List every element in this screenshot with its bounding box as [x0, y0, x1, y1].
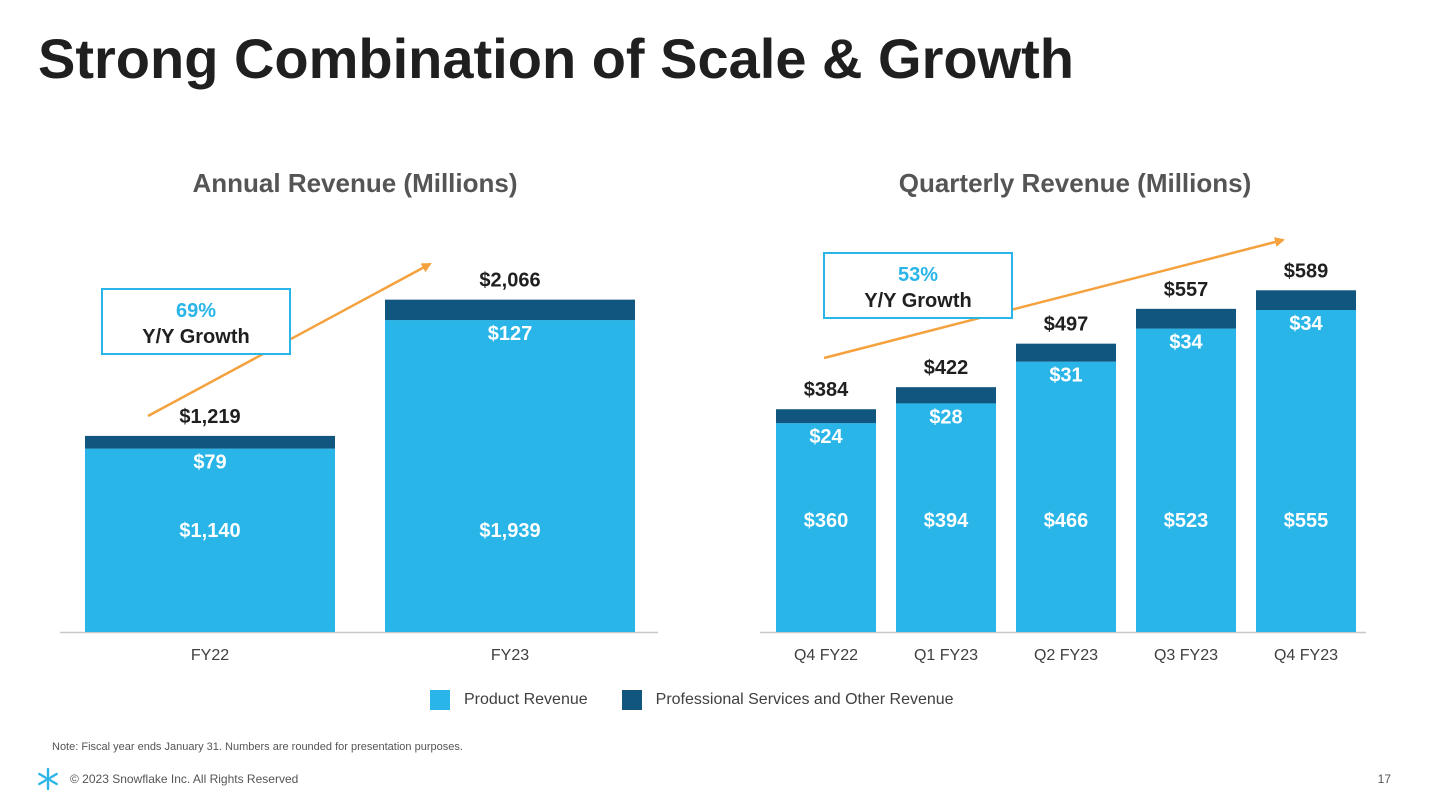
annual-product-value-label: $1,140: [179, 520, 240, 542]
quarterly-bar-services: [896, 387, 996, 404]
legend-label-product: Product Revenue: [464, 691, 588, 708]
legend-item-services: Professional Services and Other Revenue: [621, 690, 954, 710]
quarterly-growth-text: Y/Y Growth: [864, 290, 971, 312]
page-number: 17: [1377, 772, 1391, 786]
quarterly-product-value-label: $394: [924, 510, 969, 532]
legend-swatch-services: [621, 690, 642, 710]
quarterly-product-value-label: $523: [1164, 510, 1209, 532]
annual-x-tick-label: FY22: [191, 647, 229, 664]
quarterly-bar-product: [1256, 310, 1356, 632]
annual-bar-services: [85, 435, 335, 449]
quarterly-x-tick-label: Q2 FY23: [1034, 647, 1098, 664]
quarterly-total-label: $589: [1284, 260, 1329, 282]
annual-bar-services: [385, 299, 635, 321]
quarterly-x-tick-label: Q4 FY22: [794, 647, 858, 664]
annual-x-tick-label: FY23: [491, 647, 529, 664]
footnote: Note: Fiscal year ends January 31. Numbe…: [52, 741, 463, 753]
annual-growth-callout: [101, 288, 291, 355]
legend-item-product: Product Revenue: [430, 690, 588, 710]
quarterly-total-label: $422: [924, 357, 969, 379]
copyright-text: © 2023 Snowflake Inc. All Rights Reserve…: [70, 772, 299, 786]
annual-revenue-chart: Annual Revenue (Millions) $1,140 $79 $1,219…: [60, 168, 658, 664]
quarterly-services-value-label: $34: [1169, 332, 1203, 354]
quarterly-growth-percent: 53%: [898, 264, 938, 286]
quarterly-bar-product: [896, 403, 996, 632]
quarterly-product-value-label: $555: [1284, 510, 1329, 532]
quarterly-bar-services: [1136, 308, 1236, 329]
quarterly-services-value-label: $34: [1289, 313, 1323, 335]
quarterly-bar-services: [776, 409, 876, 424]
slide-title: Strong Combination of Scale & Growth: [38, 27, 1074, 90]
quarterly-growth-arrow: [823, 237, 1285, 360]
quarterly-bar-product: [776, 423, 876, 632]
legend-swatch-product: [430, 690, 450, 710]
quarterly-total-label: $497: [1044, 314, 1089, 336]
quarterly-services-value-label: $24: [809, 426, 843, 448]
annual-services-value-label: $79: [193, 452, 226, 474]
snowflake-icon: [38, 767, 58, 791]
quarterly-services-value-label: $31: [1049, 365, 1082, 387]
chart-legend: Product Revenue Professional Services an…: [430, 690, 988, 710]
quarterly-x-tick-label: Q1 FY23: [914, 647, 978, 664]
annual-chart-title: Annual Revenue (Millions): [192, 168, 517, 198]
quarterly-total-label: $384: [804, 379, 849, 401]
annual-product-value-label: $1,939: [479, 520, 540, 542]
annual-total-label: $1,219: [179, 406, 240, 428]
quarterly-total-label: $557: [1164, 279, 1209, 301]
quarterly-x-tick-label: Q3 FY23: [1154, 647, 1218, 664]
annual-growth-percent: 69%: [176, 300, 216, 322]
quarterly-bar-services: [1016, 343, 1116, 362]
quarterly-services-value-label: $28: [929, 406, 962, 428]
quarterly-bar-services: [1256, 290, 1356, 311]
annual-bar-product: [385, 320, 635, 632]
quarterly-product-value-label: $466: [1044, 510, 1089, 532]
quarterly-chart-title: Quarterly Revenue (Millions): [899, 168, 1252, 198]
quarterly-bar-product: [1136, 328, 1236, 632]
annual-services-value-label: $127: [488, 323, 533, 345]
quarterly-bar-product: [1016, 361, 1116, 632]
legend-label-services: Professional Services and Other Revenue: [655, 691, 954, 708]
annual-growth-text: Y/Y Growth: [142, 326, 249, 348]
quarterly-revenue-chart: Quarterly Revenue (Millions) $360 $24 $384 Q…: [760, 168, 1366, 664]
quarterly-product-value-label: $360: [804, 510, 849, 532]
annual-bar-product: [85, 448, 335, 632]
quarterly-x-tick-label: Q4 FY23: [1274, 647, 1338, 664]
quarterly-growth-callout: [823, 252, 1013, 319]
annual-total-label: $2,066: [479, 270, 540, 292]
